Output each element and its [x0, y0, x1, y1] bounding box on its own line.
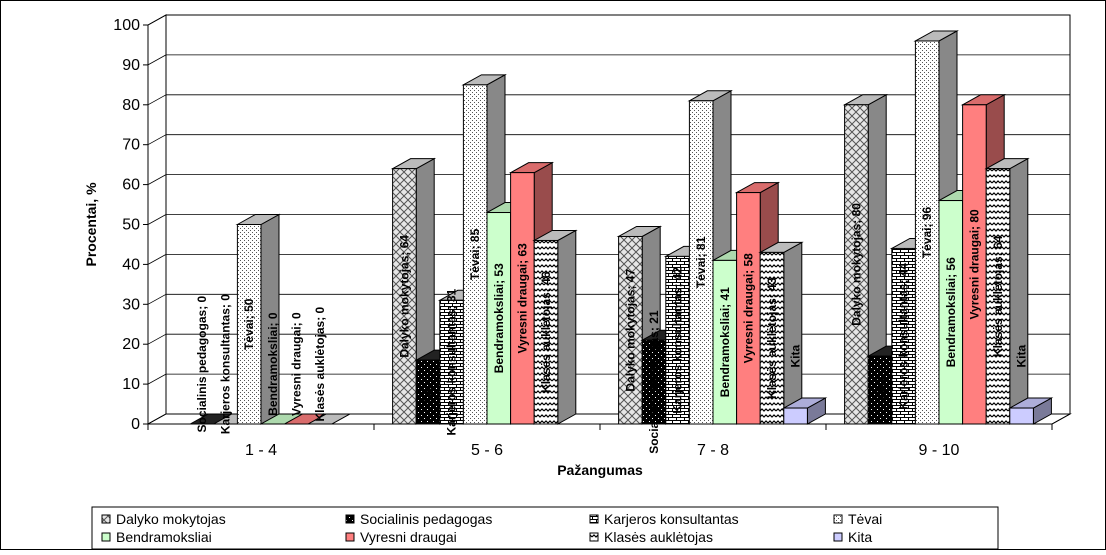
x-category-label: 9 - 10 [919, 442, 960, 459]
data-label: Bendramoksliai; 56 [944, 257, 958, 367]
legend-entry: Socialinis pedagogas [346, 511, 492, 527]
data-label: Vyresni draugai; 63 [515, 243, 529, 354]
bar-front [784, 408, 808, 424]
data-label: Karjeros konsultantas; 0 [219, 294, 233, 434]
legend-entry: Karjeros konsultantas [590, 511, 739, 527]
legend-label: Dalyko mokytojas [116, 511, 226, 527]
y-tick-label: 80 [122, 97, 140, 114]
legend-entry: Dalyko mokytojas [102, 511, 226, 527]
y-tick-label: 90 [122, 57, 140, 74]
data-label: Vyresni draugai; 0 [289, 312, 303, 416]
legend-swatch [346, 515, 354, 523]
data-label: Karjeros konsultantas; 31 [445, 288, 459, 435]
y-tick-label: 0 [131, 416, 140, 433]
data-label: Bendramoksliai; 53 [492, 263, 506, 373]
data-label: Soci [421, 379, 435, 404]
data-label: Tėvai; 81 [694, 236, 708, 288]
y-axis-title: Procentai, % [83, 182, 99, 267]
legend-label: Klasės auklėtojas [604, 529, 713, 545]
legend-label: Kita [848, 529, 872, 545]
y-tick-label: 60 [122, 177, 140, 194]
data-label: Klasės auklėtojas; 43 [765, 277, 779, 399]
data-label: Dalyko mokytojas; 64 [397, 235, 411, 358]
legend-swatch [102, 533, 110, 541]
data-label: Karjeros konsultantas; 44 [897, 263, 911, 410]
legend-entry: Bendramoksliai [102, 529, 212, 545]
legend-label: Vyresni draugai [360, 529, 457, 545]
data-label: Tėvai; 85 [468, 228, 482, 280]
y-tick-label: 10 [122, 376, 140, 393]
legend-swatch [834, 533, 842, 541]
y-tick-label: 70 [122, 137, 140, 154]
data-label: Klasės auklėtojas; 46 [539, 271, 553, 393]
y-tick-label: 20 [122, 336, 140, 353]
x-category-label: 1 - 4 [245, 442, 277, 459]
data-label: Klasės auklėtojas; 64 [991, 235, 1005, 357]
data-label: Vyresni draugai; 80 [967, 209, 981, 320]
data-label: Bendramoksliai; 0 [266, 312, 280, 416]
y-tick-label: 40 [122, 256, 140, 273]
data-label: Soci [873, 377, 887, 402]
data-label: Kita [789, 345, 803, 368]
y-tick-label: 30 [122, 296, 140, 313]
bar-side [1010, 159, 1028, 424]
y-tick-label: 100 [113, 17, 140, 34]
data-label: Socialinis pedagogas; 0 [195, 295, 209, 432]
x-category-label: 7 - 8 [697, 442, 729, 459]
legend-swatch [346, 533, 354, 541]
legend-label: Bendramoksliai [116, 529, 212, 545]
data-label: Bendramoksliai; 41 [718, 287, 732, 397]
legend-entry: Vyresni draugai [346, 529, 457, 545]
data-label: Kita [1015, 345, 1029, 368]
legend: Dalyko mokytojas Socialinis pedagogas Karj… [92, 507, 998, 549]
x-axis-title: Pažangumas [557, 462, 643, 478]
bar-side [784, 242, 802, 424]
data-label: Dalyko mokytojas; 47 [623, 269, 637, 392]
data-label: Dalyko mokytojas; 80 [849, 203, 863, 326]
legend-swatch [102, 515, 110, 523]
legend-swatch [590, 533, 598, 541]
data-label: Tėvai; 96 [920, 206, 934, 258]
data-label: Karjeros konsultantas; 42 [671, 267, 685, 414]
x-category-label: 5 - 6 [471, 442, 503, 459]
data-label: Vyresni draugai; 58 [741, 253, 755, 364]
bar-side [558, 230, 576, 424]
data-label: Klasės auklėtojas; 0 [313, 306, 327, 421]
legend-entry: Klasės auklėtojas [590, 529, 713, 545]
legend-label: Karjeros konsultantas [604, 511, 739, 527]
data-label: Socialinis pedagogas; 21 [647, 310, 661, 454]
y-tick-label: 50 [122, 217, 140, 234]
legend-swatch [590, 515, 598, 523]
legend-swatch [834, 515, 842, 523]
data-label: Tėvai; 50 [242, 298, 256, 350]
bar-front [1010, 408, 1034, 424]
legend-label: Tėvai [848, 511, 882, 527]
legend-label: Socialinis pedagogas [360, 511, 492, 527]
